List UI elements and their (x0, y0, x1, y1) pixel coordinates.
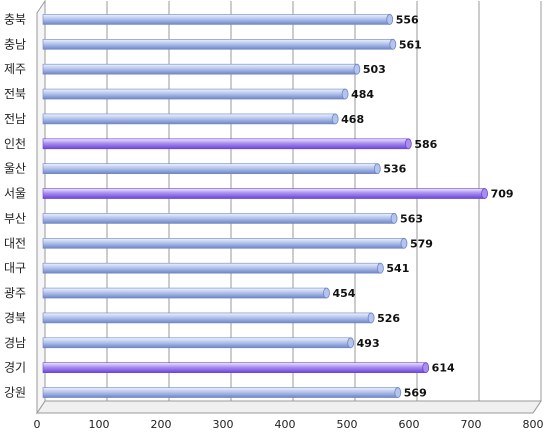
category-label: 제주 (4, 62, 26, 76)
x-tick-label: 600 (399, 418, 420, 431)
bar-충북 (42, 14, 394, 25)
bar-body (42, 188, 485, 199)
bar-body (42, 213, 395, 224)
bar-광주 (42, 287, 330, 299)
x-tick-label: 300 (213, 418, 234, 431)
plot-left-wall (36, 0, 46, 415)
category-label: 충북 (4, 12, 26, 26)
bar-전남 (42, 113, 339, 125)
bar-cap (386, 14, 394, 25)
bar-body (42, 113, 336, 125)
value-label: 586 (414, 138, 437, 151)
value-label: 503 (363, 63, 386, 76)
bar-울산 (42, 163, 381, 175)
category-label: 전북 (4, 87, 26, 101)
x-tick-label: 400 (275, 418, 296, 431)
category-label: 강원 (4, 386, 26, 400)
bar-body (42, 287, 327, 299)
bar-인천 (42, 138, 412, 150)
bar-body (42, 238, 405, 249)
bar-cap (404, 138, 412, 150)
category-label: 대전 (4, 236, 26, 250)
bars (42, 14, 488, 398)
bar-body (42, 262, 381, 274)
category-label: 충남 (4, 37, 26, 51)
category-label: 대구 (4, 261, 26, 275)
plot-floor (36, 400, 542, 414)
value-label: 541 (386, 262, 409, 275)
category-label: 부산 (4, 211, 26, 225)
value-label: 468 (341, 113, 364, 126)
value-label: 563 (400, 212, 423, 225)
category-label: 서울 (4, 187, 26, 201)
bar-제주 (42, 63, 361, 75)
x-tick-label: 800 (523, 418, 544, 431)
value-label: 614 (432, 362, 455, 375)
value-label: 484 (351, 88, 374, 101)
bar-cap (373, 163, 381, 175)
bar-body (42, 312, 372, 324)
x-axis-tick-labels: 0 100 200 300 400 500 600 700 800 (34, 418, 544, 431)
x-tick-label: 500 (337, 418, 358, 431)
bar-body (42, 88, 346, 100)
category-label: 경기 (4, 361, 26, 375)
bar-서울 (42, 188, 488, 199)
bar-부산 (42, 213, 398, 224)
bar-경남 (42, 337, 355, 349)
x-tick-label: 100 (89, 418, 110, 431)
x-tick-label: 700 (461, 418, 482, 431)
value-label: 556 (396, 13, 419, 26)
bar-전북 (42, 88, 349, 100)
bar-body (42, 14, 391, 25)
value-label: 526 (377, 312, 400, 325)
bar-body (42, 362, 426, 373)
bar-body (42, 387, 399, 398)
bar-cap (394, 387, 402, 398)
value-label: 493 (357, 337, 380, 350)
bar-cap (422, 362, 430, 374)
x-tick-label: 0 (34, 418, 41, 431)
bar-body (42, 337, 351, 349)
bar-대전 (42, 237, 408, 249)
value-label: 561 (399, 38, 422, 51)
category-label: 경남 (4, 336, 26, 350)
bar-대구 (42, 262, 384, 274)
category-label: 전남 (4, 112, 26, 126)
value-label: 536 (383, 163, 406, 176)
bar-cap (400, 237, 408, 249)
bar-body (42, 63, 358, 75)
bar-경기 (42, 362, 430, 374)
bar-cap (367, 312, 375, 324)
category-label: 울산 (4, 162, 26, 176)
bar-cap (389, 38, 397, 50)
bar-충남 (42, 38, 397, 50)
category-label: 경북 (4, 311, 26, 325)
bar-cap (353, 63, 361, 75)
value-label: 579 (410, 237, 433, 250)
value-label: 569 (404, 387, 427, 400)
category-label: 광주 (4, 286, 26, 300)
bar-cap (323, 287, 330, 299)
bar-cap (331, 113, 339, 125)
bar-body (42, 163, 378, 174)
category-label: 인천 (4, 136, 26, 151)
bar-body (42, 138, 409, 150)
bar-body (42, 39, 394, 50)
bar-경북 (42, 312, 375, 324)
bar-강원 (42, 387, 402, 398)
bar-cap (390, 213, 398, 224)
bar-cap (347, 337, 355, 349)
bar-cap (341, 88, 349, 100)
bar-cap (481, 188, 488, 199)
value-label: 454 (332, 287, 355, 300)
value-label: 709 (491, 188, 514, 201)
x-tick-label: 200 (151, 418, 172, 431)
bar-cap (377, 262, 384, 274)
